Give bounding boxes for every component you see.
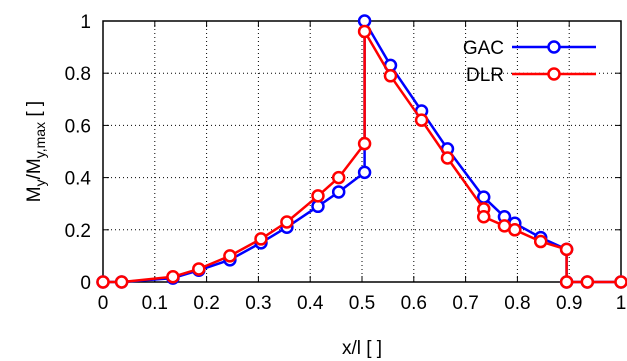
series-line [103,19,621,284]
x-tick-label: 0.8 [504,293,530,314]
data-point [166,270,180,284]
y-tick-label: 0.4 [65,169,92,190]
data-point [559,242,574,257]
x-tick-labels: 0 0.1 0.2 0.3 0.4 0.5 0.6 0.7 0.8 0.9 1 [98,293,627,314]
series-layer [96,14,627,289]
x-tick-label: 0.2 [193,293,219,314]
x-tick-label: 0.9 [556,293,582,314]
data-point [614,275,627,289]
legend: GAC DLR [463,38,596,86]
y-tick-label: 0 [80,273,91,294]
x-tick-label: 0.5 [349,293,375,314]
data-point [280,215,294,229]
series-gac [96,14,627,289]
x-axis-label: x/l [ ] [342,338,382,359]
data-point [559,275,574,289]
data-point [96,275,110,289]
x-tick-label: 1 [616,293,627,314]
y-tick-label: 1 [80,12,91,33]
y-label-sub1: y [32,179,48,186]
y-tick-label: 0.8 [65,64,91,85]
data-point [114,275,129,289]
data-point [440,151,455,165]
y-label-mid: /M [24,158,45,179]
y-axis-label: My/My,max [ ] [24,101,48,202]
data-point [223,249,237,263]
data-point [311,189,325,203]
data-point [414,113,429,127]
legend-marker [547,40,561,54]
y-label-suffix: [ ] [24,101,45,122]
data-point [192,262,206,276]
y-tick-label: 0.6 [65,116,91,137]
data-point [331,170,346,185]
legend-label: DLR [466,65,504,86]
data-point [254,232,268,246]
data-point [383,69,398,83]
y-tick-label: 0.2 [65,221,91,242]
data-point [357,165,372,180]
series-dlr [96,24,627,289]
x-tick-label: 0 [98,293,109,314]
legend-marker [547,67,561,81]
legend-label: GAC [463,38,504,59]
data-point [508,223,522,237]
data-point [331,185,346,199]
x-tick-label: 0.7 [452,293,478,314]
data-point [476,190,491,204]
y-label-sub2: y,max [32,122,48,158]
data-point [357,136,372,151]
x-tick-label: 0.4 [297,293,324,314]
y-tick-labels: 0 0.2 0.4 0.6 0.8 1 [65,12,92,294]
data-point [533,234,548,249]
data-point [580,275,595,289]
y-label-prefix: M [24,186,45,202]
x-tick-label: 0.1 [142,293,168,314]
x-tick-label: 0.6 [401,293,427,314]
data-point [357,24,372,39]
x-tick-label: 0.3 [245,293,271,314]
data-point [476,210,491,224]
